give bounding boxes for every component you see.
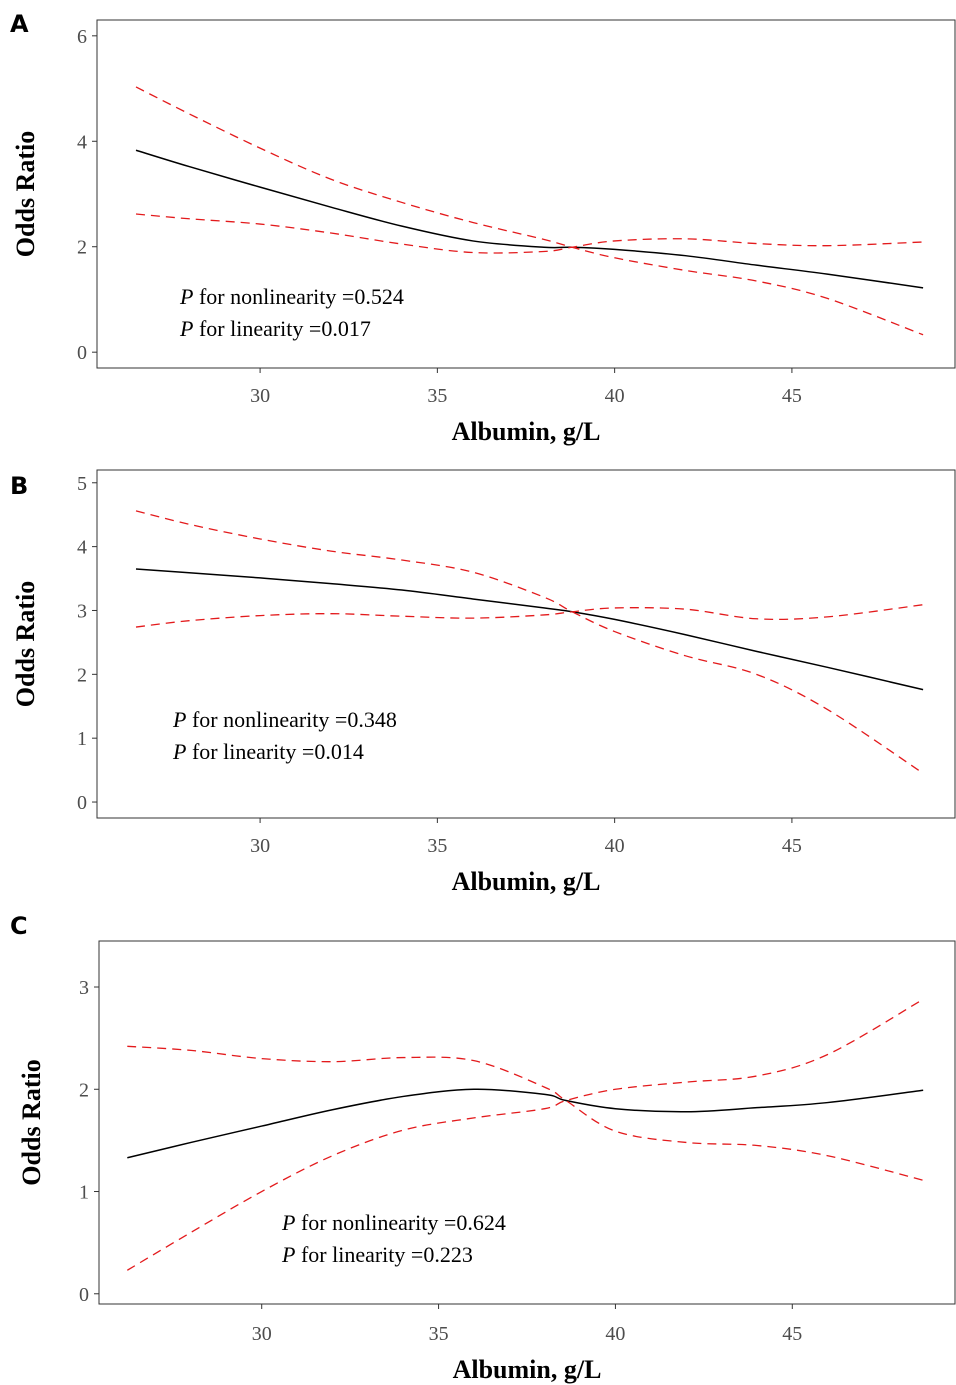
panel-label: A (10, 10, 29, 38)
x-tick-label: 35 (427, 835, 447, 857)
x-tick-label: 30 (252, 1323, 272, 1345)
p-symbol: P (281, 1210, 295, 1235)
plot-frame (96, 19, 956, 369)
y-tick-label: 0 (77, 342, 87, 364)
p-symbol: P (281, 1242, 295, 1267)
x-axis-title: Albumin, g/L (452, 417, 601, 446)
y-tick-label: 4 (77, 537, 87, 559)
x-tick-label: 40 (605, 385, 625, 407)
odds-ratio-line (135, 568, 924, 691)
upper-ci-line (135, 86, 924, 336)
y-tick-label: 0 (77, 792, 87, 814)
y-tick-label: 3 (79, 977, 89, 999)
p-symbol: P (179, 316, 193, 341)
y-tick-label: 1 (77, 728, 87, 750)
panel-label: B (10, 472, 28, 500)
upper-ci-line (135, 510, 924, 774)
x-tick-label: 35 (429, 1323, 449, 1345)
lower-ci-line (135, 604, 924, 628)
y-tick-label: 4 (77, 131, 87, 153)
x-tick-label: 30 (250, 835, 270, 857)
y-tick-label: 6 (77, 26, 87, 48)
y-tick-label: 2 (79, 1079, 89, 1101)
panel-label: C (10, 912, 28, 940)
x-tick-label: 35 (427, 385, 447, 407)
upper-ci-line (127, 1045, 924, 1181)
y-axis-title: Odds Ratio (11, 581, 40, 707)
p-linearity-text: P for linearity =0.223 (281, 1242, 473, 1267)
p-value-text: for nonlinearity =0.348 (186, 707, 396, 732)
x-tick-label: 40 (605, 835, 625, 857)
x-tick-label: 40 (605, 1323, 625, 1345)
x-axis-title: Albumin, g/L (453, 1355, 602, 1384)
x-tick-label: 45 (782, 385, 802, 407)
p-value-text: for linearity =0.017 (193, 316, 370, 341)
x-tick-label: 45 (782, 835, 802, 857)
odds-ratio-line (135, 149, 924, 289)
p-nonlinearity-text: P for nonlinearity =0.624 (281, 1210, 506, 1235)
p-value-text: for linearity =0.014 (186, 739, 363, 764)
p-symbol: P (179, 284, 193, 309)
plot-frame (98, 940, 956, 1305)
x-tick-label: 30 (250, 385, 270, 407)
y-tick-label: 2 (77, 237, 87, 259)
y-tick-label: 1 (79, 1182, 89, 1204)
odds-ratio-line (127, 1088, 924, 1159)
panel-a: A 0 2 4 6 30 35 40 45 Albumin, g/L Odds Ratio P for… (10, 10, 956, 446)
p-nonlinearity-text: P for nonlinearity =0.348 (172, 707, 397, 732)
x-axis-title: Albumin, g/L (452, 867, 601, 896)
p-value-text: for nonlinearity =0.624 (295, 1210, 505, 1235)
p-linearity-text: P for linearity =0.014 (172, 739, 364, 764)
plot-frame (96, 469, 956, 819)
y-tick-label: 0 (79, 1284, 89, 1306)
y-tick-label: 3 (77, 600, 87, 622)
y-axis-title: Odds Ratio (17, 1059, 46, 1185)
y-axis-title: Odds Ratio (11, 131, 40, 257)
p-nonlinearity-text: P for nonlinearity =0.524 (179, 284, 404, 309)
y-tick-label: 5 (77, 473, 87, 495)
p-symbol: P (172, 707, 186, 732)
p-linearity-text: P for linearity =0.017 (179, 316, 371, 341)
x-tick-label: 45 (782, 1323, 802, 1345)
lower-ci-line (126, 998, 924, 1271)
y-tick-label: 2 (77, 664, 87, 686)
lower-ci-line (135, 213, 924, 254)
p-value-text: for nonlinearity =0.524 (193, 284, 403, 309)
p-symbol: P (172, 739, 186, 764)
panel-c: C 0 1 2 3 30 35 40 45 Albumin, g/L Odds Ratio P for… (10, 912, 956, 1384)
p-value-text: for linearity =0.223 (295, 1242, 472, 1267)
